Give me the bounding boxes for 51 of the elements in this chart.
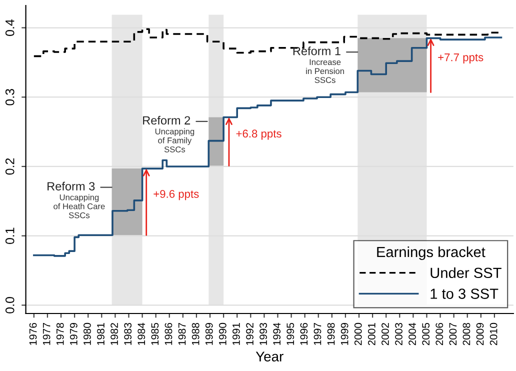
x-tick-label: 1998: [327, 322, 335, 345]
x-tick-label: 2004: [408, 322, 416, 346]
x-tick-label: 1991: [232, 323, 240, 345]
x-tick-label: 1983: [124, 322, 132, 345]
x-tick-label: 1994: [273, 322, 281, 345]
annotation: Reform 3 Uncapping of Heath Care SSCs: [48, 182, 105, 218]
x-tick-label: 2006: [436, 322, 444, 346]
legend-title: Earnings bracket: [377, 246, 486, 260]
x-axis-title: Year: [256, 352, 284, 362]
x-tick-label: 1985: [151, 322, 159, 345]
y-tick-label: 0.3: [5, 88, 14, 106]
x-tick-label: 1976: [29, 322, 37, 345]
x-tick-label: 1978: [56, 322, 64, 345]
x-tick-label: 1984: [138, 322, 146, 345]
x-tick-label: 2001: [368, 323, 376, 346]
x-tick-label: 2000: [354, 322, 362, 346]
x-tick-label: 1982: [110, 323, 118, 345]
x-tick-label: 1977: [42, 323, 50, 345]
y-tick-label: 0.0: [5, 296, 14, 314]
annotation: +7.7 ppts: [438, 54, 484, 64]
annotation: +9.6 ppts: [154, 190, 199, 200]
annotation: Reform 2 Uncapping of Family SSCs: [143, 116, 194, 152]
annotation: +6.8 ppts: [236, 130, 282, 140]
x-tick-label: 2010: [490, 322, 498, 346]
x-tick-label: 1979: [70, 323, 78, 345]
x-tick-label: 2005: [422, 322, 430, 346]
bar: [112, 168, 142, 236]
x-tick-label: 2007: [449, 323, 457, 346]
x-tick-label: 1995: [286, 322, 294, 345]
x-tick-label: 1999: [340, 323, 348, 345]
x-tick-label: 1989: [205, 323, 213, 345]
annotation: Reform 1 Increase in Pension SSCs: [293, 46, 344, 83]
x-tick-label: 2008: [462, 322, 470, 346]
x-tick-label: 2003: [395, 322, 402, 346]
x-tick-label: 2009: [476, 323, 484, 346]
x-tick-label: 1992: [246, 323, 254, 345]
x-tick-label: 2002: [382, 323, 389, 346]
x-tick-label: 1981: [97, 323, 104, 345]
x-tick-label: 1987: [178, 323, 186, 345]
x-tick-label: 1980: [84, 322, 91, 345]
y-tick-label: 0.4: [5, 19, 14, 36]
legend-label: 1 to 3 SST: [430, 288, 498, 299]
y-tick-label: 0.2: [5, 158, 14, 175]
x-tick-label: 1988: [192, 322, 200, 345]
x-tick-label: 1986: [164, 322, 172, 345]
x-tick-label: 1990: [218, 322, 226, 345]
legend-label: Under SST: [430, 267, 502, 278]
y-tick-label: 0.1: [5, 228, 14, 244]
x-tick-label: 1996: [300, 322, 308, 345]
x-tick-label: 1997: [314, 323, 322, 345]
x-tick-label: 1993: [260, 322, 267, 345]
